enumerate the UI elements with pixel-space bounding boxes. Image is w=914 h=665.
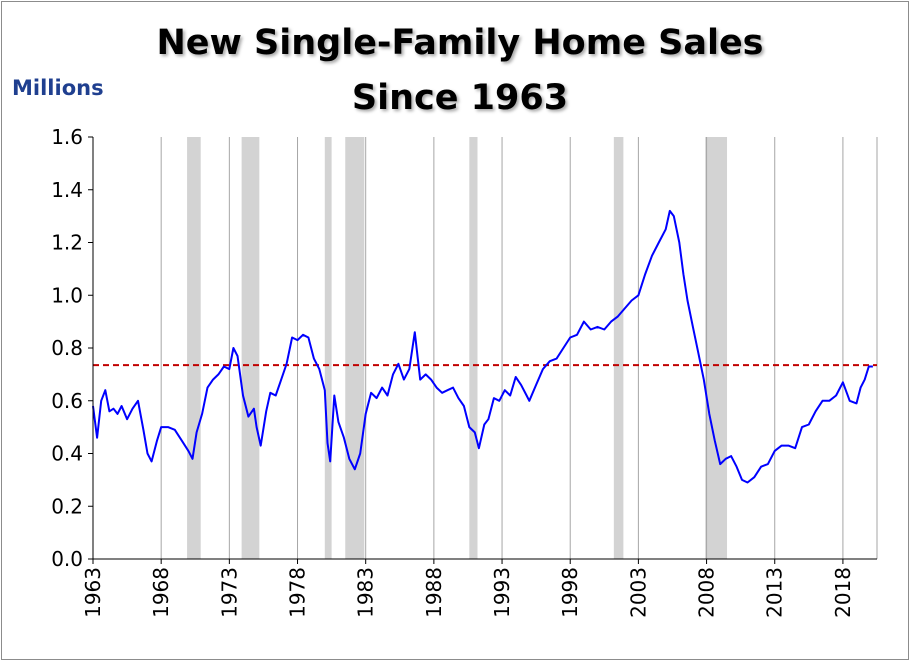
chart-title: New Single-Family Home Sales Since 1963 bbox=[150, 16, 770, 126]
x-tick-label: 1998 bbox=[558, 567, 582, 618]
x-tick-label: 2018 bbox=[831, 567, 855, 618]
y-tick-label: 1.2 bbox=[51, 231, 83, 255]
y-tick-label: 0.0 bbox=[51, 547, 83, 571]
recession-band bbox=[613, 137, 624, 559]
x-tick-label: 1963 bbox=[81, 567, 105, 618]
x-tick-label: 2013 bbox=[763, 567, 787, 618]
y-tick-labels: 0.0 0.2 0.4 0.6 0.8 1.0 1.2 1.4 1.6 bbox=[51, 125, 93, 571]
recession-bands bbox=[187, 137, 728, 559]
y-tick-label: 1.6 bbox=[51, 125, 83, 149]
x-tick-label: 1983 bbox=[354, 567, 378, 618]
recession-band bbox=[187, 137, 201, 559]
recession-band bbox=[241, 137, 260, 559]
x-tick-label: 2008 bbox=[695, 567, 719, 618]
y-tick-label: 0.8 bbox=[51, 336, 83, 360]
y-tick-label: 0.6 bbox=[51, 389, 83, 413]
title-line-1: New Single-Family Home Sales bbox=[156, 23, 764, 63]
y-tick-label: 1.4 bbox=[51, 178, 83, 202]
x-tick-label: 2003 bbox=[626, 567, 650, 618]
x-tick-labels: 1963 1968 1973 1978 1983 1988 1993 1998 2003 2008… bbox=[81, 559, 855, 618]
y-tick-label: 0.2 bbox=[51, 494, 83, 518]
x-tick-label: 1973 bbox=[217, 567, 241, 618]
recession-band bbox=[705, 137, 728, 559]
title-line-2: Since 1963 bbox=[351, 78, 569, 118]
y-tick-label: 0.4 bbox=[51, 442, 83, 466]
grid-lines bbox=[92, 137, 878, 559]
recession-band bbox=[469, 137, 478, 559]
recession-band bbox=[345, 137, 365, 559]
x-tick-label: 1978 bbox=[286, 567, 310, 618]
y-axis-label: Millions bbox=[12, 76, 104, 100]
recession-band bbox=[324, 137, 332, 559]
y-tick-label: 1.0 bbox=[51, 283, 83, 307]
x-tick-label: 1988 bbox=[422, 567, 446, 618]
axes bbox=[92, 137, 877, 560]
x-tick-label: 1968 bbox=[149, 567, 173, 618]
series-line bbox=[92, 209, 873, 484]
x-tick-label: 1993 bbox=[490, 567, 514, 618]
home-sales-line bbox=[92, 209, 873, 484]
